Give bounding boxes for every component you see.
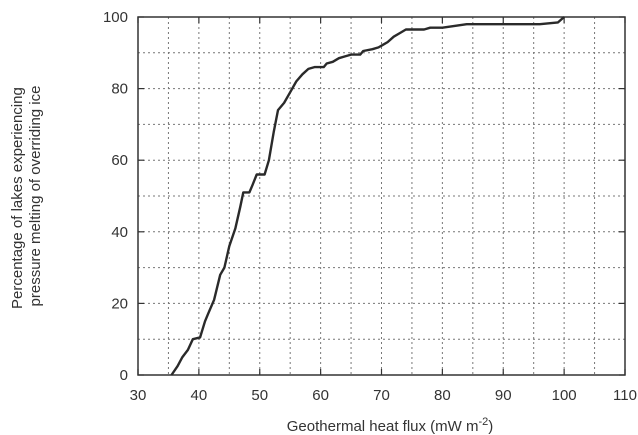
y-tick-label: 0 [120, 367, 128, 384]
x-tick-labels: 30 40 50 60 70 80 90 100 110 [130, 387, 637, 404]
tick-marks [137, 16, 626, 376]
x-tick-label: 100 [552, 387, 577, 404]
y-tick-label: 40 [111, 224, 128, 241]
x-tick-label: 90 [495, 387, 512, 404]
plot-frame [137, 16, 626, 376]
x-tick-label: 40 [191, 387, 208, 404]
y-tick-labels: 0 20 40 60 80 100 [103, 9, 128, 384]
series-line [170, 16, 565, 376]
x-tick-label: 60 [312, 387, 329, 404]
y-axis-label: Percentage of lakes experiencing pressur… [9, 83, 44, 309]
y-tick-label: 60 [111, 152, 128, 169]
y-axis-label-line1: Percentage of lakes experiencing [9, 87, 26, 309]
x-tick-label: 50 [251, 387, 268, 404]
y-axis-label-line2: pressure melting of overriding ice [27, 86, 44, 307]
grid-lines [138, 17, 625, 375]
x-tick-label: 110 [613, 387, 637, 404]
x-tick-label: 80 [434, 387, 451, 404]
y-tick-label: 80 [111, 81, 128, 98]
x-tick-label: 70 [373, 387, 390, 404]
x-tick-label: 30 [130, 387, 147, 404]
y-tick-label: 20 [111, 295, 128, 312]
x-axis-label: Geothermal heat flux (mW m-2) [287, 416, 494, 435]
y-tick-label: 100 [103, 9, 128, 26]
